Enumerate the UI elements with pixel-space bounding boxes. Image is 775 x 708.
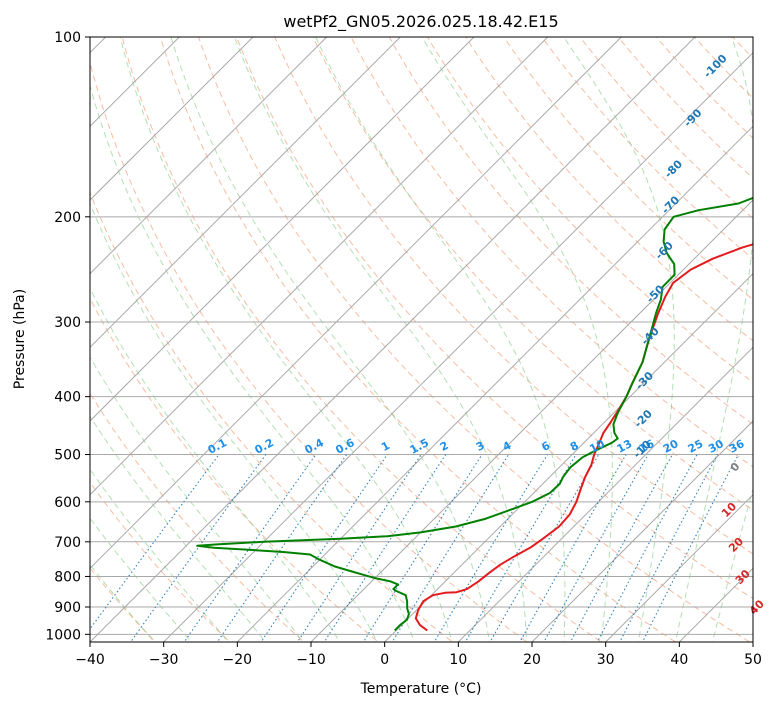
mixing-ratio-line bbox=[323, 454, 447, 642]
plot-frame bbox=[89, 36, 754, 643]
axis-layer: −40 −30 −20 −10 0 10 20 30 40 50 100 200 300 400 500 60… bbox=[45, 30, 762, 668]
mixing-ratio-line bbox=[433, 454, 548, 642]
y-tick-label: 700 bbox=[54, 535, 81, 551]
y-tick-label: 1000 bbox=[45, 627, 81, 643]
mixing-ratio-line bbox=[90, 454, 220, 630]
moist-adiabat-line bbox=[90, 517, 192, 642]
moist-adiabat-line bbox=[119, 37, 453, 642]
grid-layer bbox=[90, 37, 753, 642]
x-tick-label: 20 bbox=[523, 652, 541, 668]
mixing-ratio-line bbox=[596, 454, 698, 642]
mixing-ratio-label: 10 bbox=[587, 437, 607, 456]
y-tick-label: 900 bbox=[54, 600, 81, 616]
isotherm-line bbox=[236, 125, 753, 642]
y-tick-label: 400 bbox=[54, 390, 81, 406]
x-tick-label: 0 bbox=[380, 652, 389, 668]
mixing-ratio-label: 16 bbox=[637, 437, 657, 456]
y-tick-label: 200 bbox=[54, 210, 81, 226]
moist-adiabat-line bbox=[90, 202, 378, 642]
mixing-ratio-line bbox=[296, 454, 422, 642]
x-tick-label: −30 bbox=[149, 652, 179, 668]
x-axis-label: Temperature (°C) bbox=[360, 681, 482, 697]
x-tick-label: −20 bbox=[223, 652, 253, 668]
mixing-ratio-line bbox=[464, 454, 577, 642]
dry-adiabat-line bbox=[90, 191, 454, 642]
dry-adiabat-line bbox=[159, 37, 677, 642]
isotherm-line bbox=[90, 37, 549, 496]
moist-adiabat-line bbox=[90, 83, 416, 642]
moist-adiabat-line bbox=[674, 37, 753, 642]
y-tick-label: 100 bbox=[54, 30, 81, 46]
isotherm-line bbox=[531, 420, 753, 642]
dry-adiabat-line bbox=[90, 392, 305, 642]
dry-adiabat-line bbox=[121, 37, 603, 642]
x-tick-label: −40 bbox=[75, 652, 105, 668]
y-axis-label: Pressure (hPa) bbox=[12, 289, 28, 389]
moist-adiabat-line bbox=[90, 287, 341, 642]
mixing-ratio-label: 30 bbox=[706, 437, 726, 456]
dry-adiabat-line bbox=[90, 60, 528, 642]
mixing-ratio-label: 20 bbox=[661, 437, 681, 456]
moist-adiabat-line bbox=[90, 415, 266, 642]
mixing-ratio-line bbox=[362, 454, 483, 642]
x-tick-label: 40 bbox=[670, 652, 688, 668]
moist-adiabat-line bbox=[421, 37, 613, 642]
mixing-ratio-label: 13 bbox=[615, 437, 635, 456]
dry-adiabat-line bbox=[236, 37, 753, 600]
isotherm-line bbox=[90, 37, 328, 275]
isotherm-line bbox=[457, 346, 753, 642]
mixing-ratio-label: 36 bbox=[727, 437, 747, 456]
isotherm-line bbox=[90, 37, 696, 642]
dry-adiabat-line bbox=[503, 37, 753, 301]
y-tick-label: 300 bbox=[54, 315, 81, 331]
isotherm-line bbox=[310, 199, 753, 642]
y-tick-label: 800 bbox=[54, 569, 81, 585]
dry-adiabat-line bbox=[197, 37, 751, 642]
y-tick-label: 600 bbox=[54, 495, 81, 511]
isotherm-line bbox=[90, 37, 475, 422]
y-tick-label: 500 bbox=[54, 448, 81, 464]
mixing-ratio-line bbox=[183, 454, 317, 642]
dry-adiabat-line bbox=[274, 37, 753, 555]
mixing-ratio-line bbox=[391, 454, 510, 642]
isotherm-line bbox=[384, 272, 753, 642]
dry-adiabat-line bbox=[90, 297, 380, 642]
dry-adiabat-line bbox=[312, 37, 753, 511]
x-tick-label: 30 bbox=[597, 652, 615, 668]
moist-adiabat-line bbox=[170, 37, 490, 642]
data-layer bbox=[196, 196, 753, 632]
mixing-ratio-label: 25 bbox=[686, 437, 706, 456]
chart-title: wetPf2_GN05.2026.025.18.42.E15 bbox=[283, 12, 558, 32]
moist-adiabat-line bbox=[233, 37, 528, 642]
isotherm-line bbox=[90, 37, 401, 349]
mixing-ratio-line bbox=[216, 454, 348, 642]
moist-adiabat-line bbox=[90, 468, 229, 642]
moist-adiabat-line bbox=[563, 37, 675, 642]
mixing-ratio-line bbox=[260, 454, 388, 642]
isotherm-line bbox=[605, 493, 753, 642]
dewpoint-profile-line bbox=[196, 196, 753, 632]
mixing-ratio-line bbox=[619, 454, 719, 642]
x-tick-label: −10 bbox=[296, 652, 326, 668]
x-tick-label: 50 bbox=[744, 652, 762, 668]
mixing-ratio-line bbox=[129, 454, 267, 642]
mixing-ratio-line bbox=[569, 454, 673, 642]
isotherm-line bbox=[90, 37, 254, 201]
isotherm-line bbox=[90, 37, 622, 570]
x-tick-label: 10 bbox=[449, 652, 467, 668]
